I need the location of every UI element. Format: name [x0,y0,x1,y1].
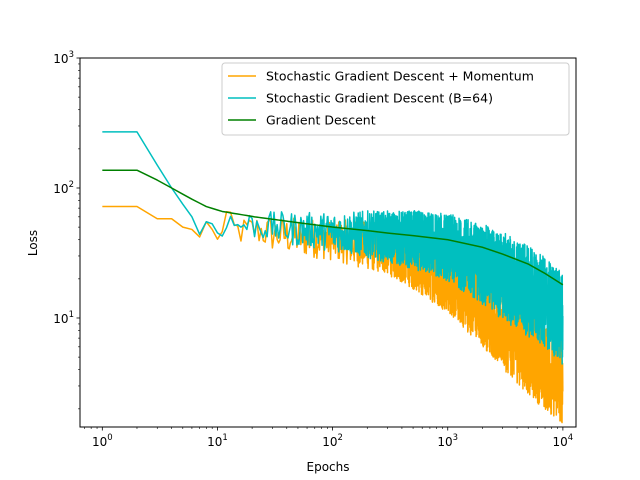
x-axis-label: Epochs [307,460,350,474]
y-tick-label: 103 [53,50,74,66]
legend-box [221,62,570,136]
y-tick-label: 102 [53,180,74,196]
series-line-1 [102,131,564,365]
x-tick-label: 101 [207,433,228,449]
series-line-2 [102,169,564,286]
legend: Stochastic Gradient Descent + Momentum St… [221,62,570,136]
y-tick-label: 101 [53,310,74,326]
legend-entry: Stochastic Gradient Descent (B=64) [266,91,493,106]
plot-frame [79,57,577,428]
x-tick-label: 103 [437,433,458,449]
x-tick-label: 104 [553,433,574,449]
legend-entry: Stochastic Gradient Descent + Momentum [266,69,534,84]
ticks-layer: 100 101 102 103 104 101 102 103 [53,50,573,449]
y-axis-label: Loss [26,230,40,256]
x-tick-label: 100 [92,433,113,449]
legend-entry: Gradient Descent [266,113,376,128]
x-tick-label: 102 [322,433,343,449]
series-layer [102,131,564,424]
